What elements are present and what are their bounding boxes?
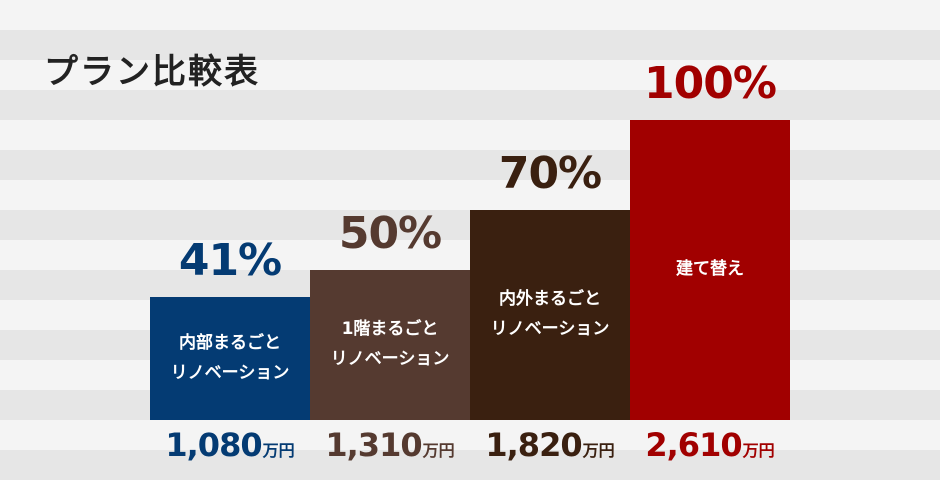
percent-label: 50% [338, 208, 442, 259]
bar-category-label: 内外まるごと リノベーション [490, 289, 610, 339]
price-label: 1,080万円 [150, 426, 310, 464]
percent-label: 100% [644, 58, 777, 109]
percent-label: 41% [178, 235, 282, 286]
price-label: 1,820万円 [470, 426, 630, 464]
price-value: 2,610 [645, 426, 742, 464]
bar-category-label: 内部まるごと リノベーション [170, 332, 290, 383]
price-unit: 万円 [582, 441, 615, 460]
bar: 内部まるごと リノベーション [150, 297, 310, 420]
price-value: 1,820 [485, 426, 582, 464]
price-label: 2,610万円 [630, 426, 790, 464]
price-value: 1,310 [325, 426, 422, 464]
bar: 建て替え [630, 120, 790, 420]
price-unit: 万円 [262, 441, 295, 460]
price-unit: 万円 [742, 441, 775, 460]
bar-category-label: 建て替え [676, 259, 744, 280]
bar: 1階まるごと リノベーション [310, 270, 470, 420]
price-label: 1,310万円 [310, 426, 470, 464]
price-unit: 万円 [422, 441, 455, 460]
bar: 内外まるごと リノベーション [470, 210, 630, 420]
bar-category-label: 1階まるごと リノベーション [330, 319, 450, 369]
price-value: 1,080 [165, 426, 262, 464]
percent-label: 70% [498, 148, 602, 199]
page-title: プラン比較表 [44, 52, 260, 92]
